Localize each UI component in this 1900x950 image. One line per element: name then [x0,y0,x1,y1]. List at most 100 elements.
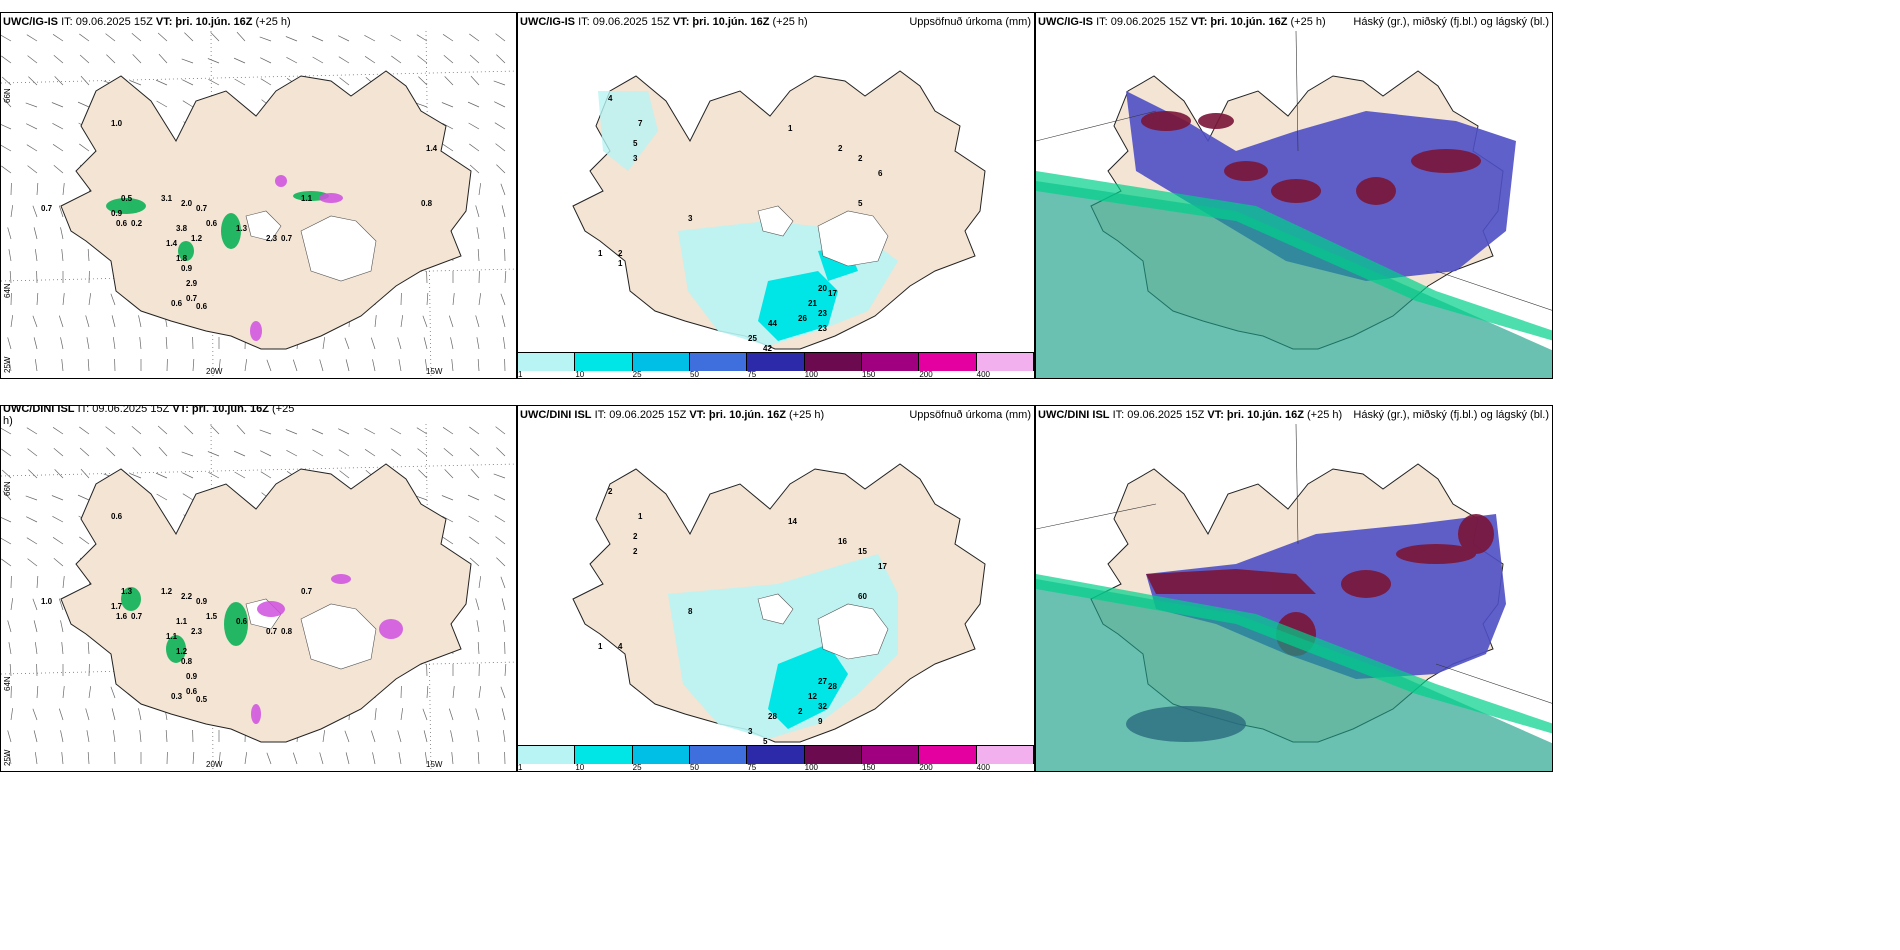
wind-barb [322,337,326,350]
wind-barb [496,54,506,64]
value-label: 1 [598,249,603,258]
legend-colorbar [518,352,1034,371]
wind-precip-map[interactable]: 1.00.70.50.90.6 0.23.12.00.73.80.61.21.41… [1,31,517,379]
wind-barb [61,642,64,655]
wind-barb [218,752,221,765]
wind-barb [7,620,12,633]
wind-barb [88,686,92,699]
legend-swatch [861,353,920,371]
value-label: 2.3 [191,627,203,636]
wind-barb [292,752,298,765]
value-label: 23 [818,309,827,318]
precip-map[interactable]: 475312312265201721234426234225381 [518,31,1035,354]
wind-barb [58,205,64,218]
wind-barb [469,536,480,545]
wind-barb [85,315,90,328]
value-label: 1.1 [166,632,178,641]
wind-barb [345,359,350,372]
wind-barb [105,426,116,435]
wind-barb [79,447,90,457]
wind-barb [424,359,428,372]
wind-barb [80,75,90,86]
legend-tick-label: 75 [747,763,757,772]
wind-barb [370,730,376,743]
wind-barb [32,205,38,218]
lon-label-15w: 15W [426,367,443,376]
wind-barb [33,730,38,743]
wind-barb [60,337,64,350]
wind-barb [105,33,116,42]
wind-barb [33,337,38,350]
wind-barb [210,425,220,435]
wind-barb [476,620,480,633]
legend-tick-label: 200 [919,763,933,772]
cloud-map[interactable] [1036,31,1553,379]
lon-label-20w: 20W [206,760,223,769]
lat-label-64n: 64N [3,676,12,691]
wind-barb [496,447,506,457]
legend-tick-label: 1 [518,763,523,772]
legend-swatch [632,353,690,371]
wind-barb [469,557,480,567]
wind-barb [476,730,480,743]
legend-swatch [804,353,862,371]
value-label: 6 [878,169,883,178]
wind-barb [345,752,350,765]
map-panel-clouds-dini[interactable]: UWC/DINI ISL IT: 09.06.2025 15Z VT: þri.… [1035,405,1553,772]
wind-barb [1,76,12,86]
value-label: 0.9 [196,597,208,606]
wind-barb [25,102,38,108]
value-label: 20 [818,284,827,293]
wind-barb [182,493,194,501]
wind-barb [260,471,272,479]
lat-label-66n: 66N [3,481,12,496]
wind-barb [1,537,12,545]
legend-tick-label: 10 [575,370,585,379]
wind-barb [182,472,194,479]
panel-title: Uppsöfnuð úrkoma (mm) [909,16,1031,28]
value-label: 1.1 [301,194,313,203]
value-label: 0.6 [171,299,183,308]
wind-barb [374,315,377,328]
wind-barb [415,495,428,501]
wind-barb [61,752,64,765]
wind-barb [442,426,454,435]
map-panel-wind-dini[interactable]: UWC/DINI ISL IT: 09.06.2025 15Z VT: þri.… [0,405,517,772]
value-label: 2 [608,487,613,496]
wind-barb [158,446,168,457]
wind-barb [452,686,455,699]
wind-precip-map[interactable]: 0.61.01.31.71.6 0.71.22.20.91.11.52.31.11… [1,424,517,772]
wind-barb [452,293,455,306]
wind-barb [33,620,38,633]
legend-swatch [518,353,576,371]
wind-barb [364,55,376,64]
value-label: 1 [638,512,643,521]
value-label: 14 [788,517,797,526]
wind-barb [495,426,506,435]
cloud-map[interactable] [1036,424,1553,772]
wind-barb [79,54,90,64]
map-panel-precip-ig-is[interactable]: UWC/IG-IS IT: 09.06.2025 15Z VT: þri. 10… [517,12,1035,379]
wind-barb [25,495,38,501]
wind-barb [477,752,480,765]
map-panel-clouds-ig-is[interactable]: UWC/IG-IS IT: 09.06.2025 15Z VT: þri. 10… [1035,12,1553,379]
wind-barb [60,227,64,240]
wind-barb [470,75,480,86]
map-panel-precip-dini[interactable]: UWC/DINI ISL IT: 09.06.2025 15Z VT: þri.… [517,405,1035,772]
wind-barb [58,315,64,328]
wind-barb [502,337,506,350]
wind-barb [442,516,454,523]
wind-barb [52,143,64,152]
value-label: 5 [633,139,638,148]
wind-barb [53,55,64,64]
wind-barb [292,359,298,372]
wind-barb [7,337,12,350]
value-label: 1.3 [121,587,133,596]
wind-barb [34,752,38,765]
wind-barb [244,752,248,765]
map-panel-wind-ig-is[interactable]: UWC/IG-IS IT: 09.06.2025 15Z VT: þri. 10… [0,12,517,379]
wind-barb [26,537,38,545]
wind-barb [1,165,12,174]
wind-barb [110,293,116,306]
